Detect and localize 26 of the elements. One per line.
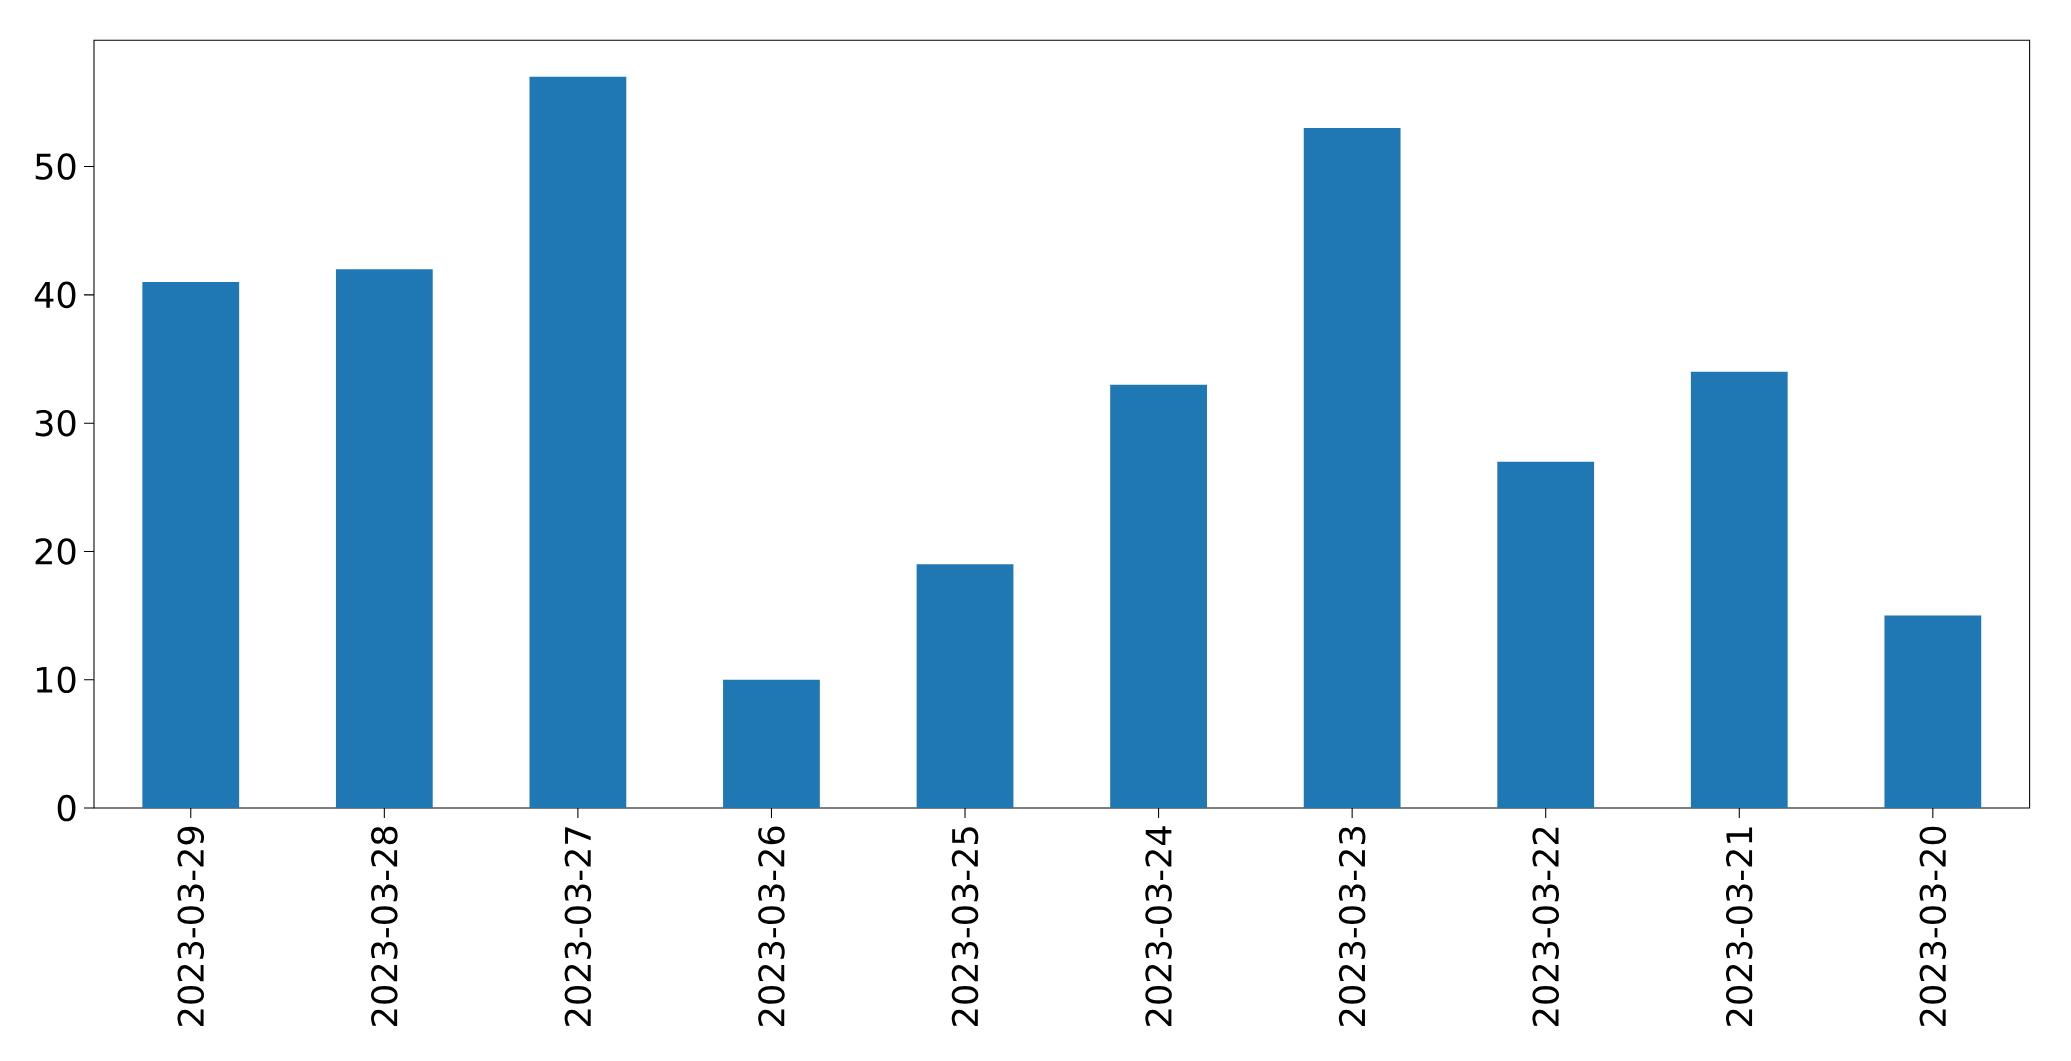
y-tick-label: 30 xyxy=(35,409,76,437)
x-tick-label: 2023-03-28 xyxy=(371,826,398,1026)
bar xyxy=(1303,128,1401,809)
bar xyxy=(916,564,1014,809)
x-tick-label: 2023-03-24 xyxy=(1145,826,1172,1026)
x-tick-label: 2023-03-22 xyxy=(1532,827,1559,1026)
x-tick-label: 2023-03-20 xyxy=(1919,826,1947,1026)
y-tick-label: 40 xyxy=(34,281,76,309)
y-tick-label: 20 xyxy=(35,538,76,565)
bar xyxy=(1884,615,1982,809)
x-tick-label: 2023-03-25 xyxy=(951,827,979,1026)
x-tick-label: 2023-03-26 xyxy=(758,826,785,1026)
x-tick-label: 2023-03-21 xyxy=(1726,827,1753,1026)
x-tick-label: 2023-03-27 xyxy=(564,827,592,1026)
bar xyxy=(1497,461,1595,809)
bar xyxy=(529,76,627,809)
bar xyxy=(1110,384,1207,809)
y-tick-label: 0 xyxy=(57,794,76,822)
x-tick-label: 2023-03-29 xyxy=(177,826,205,1026)
bar xyxy=(723,679,820,809)
bar xyxy=(142,282,240,809)
x-tick-label: 2023-03-23 xyxy=(1338,827,1366,1026)
bar xyxy=(1690,371,1788,809)
y-tick-label: 50 xyxy=(35,153,76,180)
bar xyxy=(335,269,433,809)
y-tick-label: 10 xyxy=(36,666,76,694)
